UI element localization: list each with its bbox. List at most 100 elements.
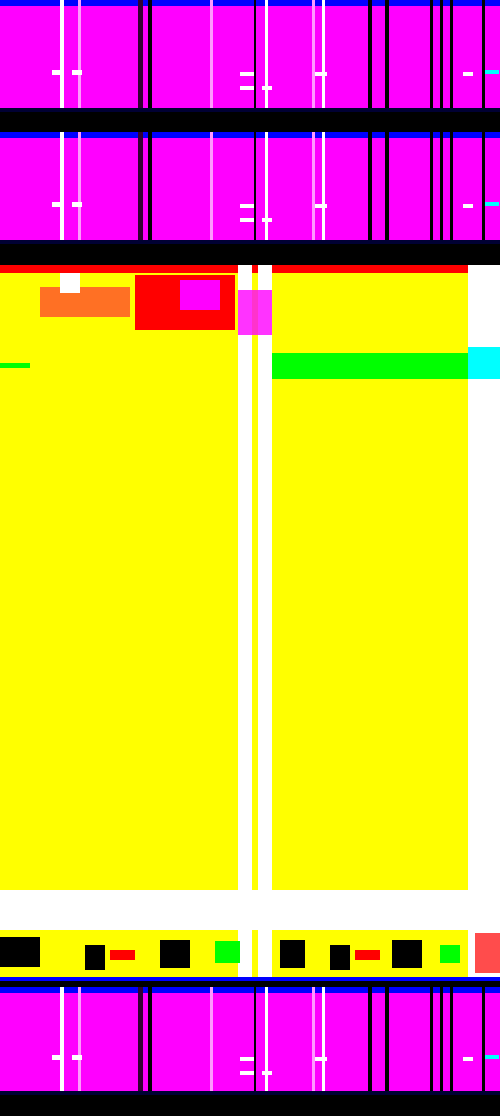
magenta-band-top (0, 0, 500, 108)
white-mark (72, 70, 82, 75)
white-stripe (265, 0, 268, 108)
black-divider-4 (0, 1091, 500, 1116)
black-stripe (450, 0, 453, 108)
black-stripe (440, 0, 443, 108)
black-stripe (254, 987, 256, 1091)
white-strip (238, 265, 252, 981)
white-mark (240, 1057, 254, 1061)
magenta-band-second (0, 132, 500, 240)
navy-streak (0, 108, 500, 112)
black-noise (85, 945, 105, 970)
blue-edge (0, 977, 500, 981)
black-stripe (440, 132, 443, 240)
black-stripe (385, 132, 389, 240)
white-mark (463, 72, 473, 76)
black-stripe (430, 132, 433, 240)
white-stripe (60, 132, 64, 240)
white-mark (262, 1071, 272, 1075)
black-stripe (148, 132, 152, 240)
black-stripe (148, 0, 152, 108)
yellow-field (0, 265, 500, 981)
red-noise (355, 950, 380, 960)
cyan-mark (485, 1055, 499, 1059)
black-stripe (430, 0, 433, 108)
white-mark (463, 1057, 473, 1061)
white-stripe (60, 987, 64, 1091)
magenta-band-bottom (0, 987, 500, 1091)
white-mark (52, 202, 62, 207)
white-stripe (322, 132, 325, 240)
pink-stripe (78, 132, 81, 240)
white-noise (0, 890, 500, 930)
black-stripe (385, 0, 389, 108)
white-mark (463, 204, 473, 208)
navy-streak (0, 1091, 500, 1095)
red-noise (0, 265, 470, 273)
blue-edge (0, 0, 500, 6)
green-streak (272, 353, 468, 379)
white-stripe (265, 132, 268, 240)
pink-stripe (210, 0, 213, 108)
green-dot (0, 363, 30, 368)
pink-stripe (78, 987, 81, 1091)
black-noise (330, 945, 350, 970)
black-stripe (368, 987, 372, 1091)
white-mark (240, 86, 254, 90)
black-stripe (254, 0, 256, 108)
black-noise (0, 937, 40, 967)
black-stripe (368, 0, 372, 108)
pink-stripe (312, 0, 315, 108)
white-noise (60, 273, 80, 293)
red-noise (40, 287, 130, 317)
magenta-noise (180, 280, 220, 310)
black-stripe (482, 132, 485, 240)
white-mark (52, 1055, 62, 1060)
black-divider-1 (0, 108, 500, 132)
black-stripe (482, 0, 485, 108)
white-mark (72, 1055, 82, 1060)
dark-stripe (138, 132, 143, 240)
white-mark (240, 72, 254, 76)
white-mark (262, 86, 272, 90)
white-mark (240, 204, 254, 208)
white-stripe (322, 0, 325, 108)
white-strip (258, 265, 272, 981)
red-noise (110, 950, 135, 960)
dark-stripe (138, 0, 143, 108)
pink-stripe (312, 987, 315, 1091)
black-stripe (440, 987, 443, 1091)
black-stripe (430, 987, 433, 1091)
pink-stripe (312, 132, 315, 240)
pink-stripe (78, 0, 81, 108)
blue-edge (0, 987, 500, 993)
white-stripe (60, 0, 64, 108)
navy-streak (0, 240, 500, 244)
pink-stripe (210, 132, 213, 240)
pink-stripe (210, 987, 213, 1091)
black-divider-3 (0, 981, 500, 987)
white-stripe (322, 987, 325, 1091)
black-stripe (148, 987, 152, 1091)
white-stripe (265, 987, 268, 1091)
black-noise (392, 940, 422, 968)
white-mark (240, 218, 254, 222)
cyan-mark (485, 70, 499, 74)
black-noise (160, 940, 190, 968)
black-stripe (450, 132, 453, 240)
black-stripe (368, 132, 372, 240)
black-stripe (450, 987, 453, 1091)
black-divider-2 (0, 240, 500, 265)
white-mark (315, 72, 327, 76)
magenta-noise (238, 290, 272, 335)
black-noise (280, 940, 305, 968)
red-noise (475, 933, 500, 973)
black-stripe (254, 132, 256, 240)
black-stripe (482, 987, 485, 1091)
blue-edge (0, 132, 500, 138)
white-mark (240, 1071, 254, 1075)
black-stripe (385, 987, 389, 1091)
dark-stripe (138, 987, 143, 1091)
white-mark (262, 218, 272, 222)
white-mark (72, 202, 82, 207)
